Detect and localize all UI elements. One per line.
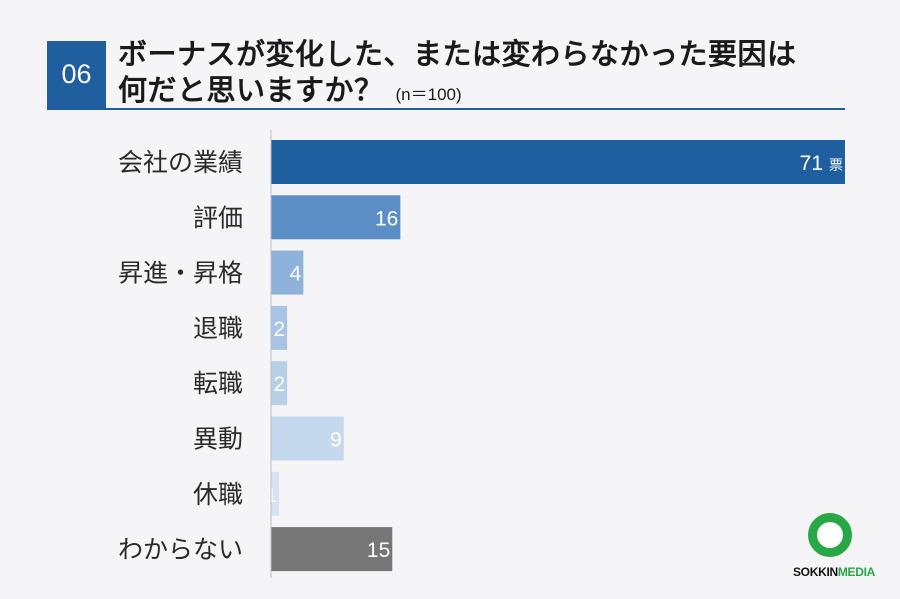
bar-1 xyxy=(271,140,845,184)
sample-size: (n＝100) xyxy=(395,85,462,104)
bar-7 xyxy=(271,471,280,516)
logo-text: SOKKINMEDIA xyxy=(784,565,884,579)
logo-ring-icon xyxy=(808,513,852,557)
bar-8 xyxy=(271,527,393,572)
bar-2 xyxy=(271,195,401,240)
category-label: 退職 xyxy=(193,314,243,343)
value-label: 15 xyxy=(367,539,390,562)
bar-4 xyxy=(271,305,288,350)
value-label: 71 xyxy=(800,152,823,175)
value-label: 2 xyxy=(273,373,285,396)
value-label: 9 xyxy=(330,429,342,452)
question-number-badge: 06 xyxy=(47,41,106,108)
category-label: 休職 xyxy=(193,480,243,509)
category-label: 会社の業績 xyxy=(118,148,243,177)
title-line-1: ボーナスが変化した、または変わらなかった要因は xyxy=(118,37,797,71)
category-label: 昇進・昇格 xyxy=(118,259,243,288)
category-label: 転職 xyxy=(193,369,243,398)
bar-5 xyxy=(271,361,288,406)
logo-text-green: MEDIA xyxy=(837,565,876,579)
chart-title: ボーナスが変化した、または変わらなかった要因は 何だと思いますか？ (n＝100) xyxy=(118,36,848,113)
category-label: 異動 xyxy=(193,425,243,454)
category-label: 評価 xyxy=(193,203,243,232)
category-label: わからない xyxy=(118,535,243,564)
value-unit-label: 票 xyxy=(829,158,843,174)
title-line-2: 何だと思いますか？ (n＝100) xyxy=(118,72,848,113)
value-label: 16 xyxy=(375,207,398,230)
sokkin-media-logo: SOKKINMEDIA xyxy=(784,513,884,583)
value-label: 4 xyxy=(290,263,302,286)
bar-6 xyxy=(271,416,344,461)
logo-text-dark: SOKKIN xyxy=(792,565,838,579)
value-label: 2 xyxy=(273,318,285,341)
bar-3 xyxy=(271,250,304,295)
title-underline xyxy=(47,108,845,110)
title-line-2-text: 何だと思いますか？ xyxy=(118,73,384,107)
